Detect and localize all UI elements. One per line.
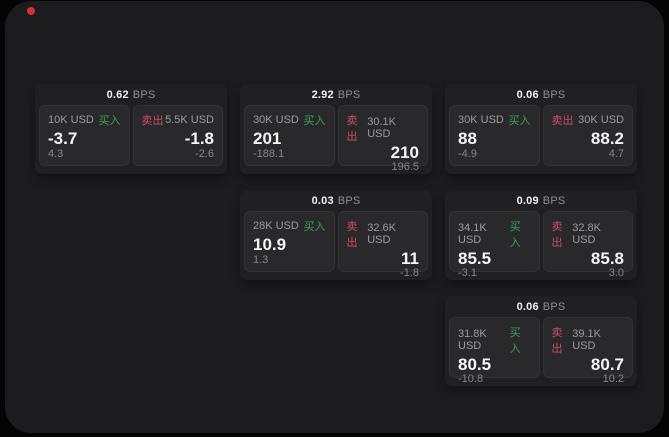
- sell-price: 11: [401, 249, 419, 268]
- buy-price: 80.5: [458, 355, 492, 374]
- buy-price: 88: [458, 128, 477, 148]
- buy-price: 201: [253, 128, 282, 148]
- sell-delta: -1.8: [400, 267, 419, 279]
- bps-unit: BPS: [542, 88, 566, 101]
- sell-delta: 10.2: [602, 373, 624, 385]
- buy-size: 31.8K USD: [458, 328, 487, 352]
- buy-button[interactable]: 买入: [509, 221, 521, 249]
- buy-panel[interactable]: 10K USD 买入 -3.7 4.3: [39, 105, 130, 166]
- buy-delta: -4.9: [458, 148, 477, 160]
- quote-card: 0.06 BPS 31.8K USD 买入 80.5 -10.8 卖出 39.1…: [445, 296, 637, 386]
- quote-panels: 30K USD 买入 201 -188.1 卖出 30.1K USD 210 1…: [240, 105, 432, 173]
- bps-unit: BPS: [542, 194, 566, 207]
- card-header: 0.06 BPS: [445, 296, 637, 317]
- bps-unit: BPS: [337, 88, 361, 101]
- bps-unit: BPS: [132, 88, 156, 101]
- buy-delta: -188.1: [253, 148, 285, 160]
- bps-value: 0.09: [516, 194, 539, 207]
- buy-button[interactable]: 买入: [508, 115, 531, 127]
- buy-panel[interactable]: 30K USD 买入 88 -4.9: [449, 105, 540, 166]
- quote-panels: 31.8K USD 买入 80.5 -10.8 卖出 39.1K USD 80.…: [445, 317, 637, 385]
- sell-delta: 196.5: [391, 161, 419, 173]
- buy-price: -3.7: [48, 128, 78, 148]
- sell-price: 80.7: [590, 355, 624, 374]
- buy-delta: -3.1: [458, 267, 477, 279]
- sell-price: 210: [390, 143, 419, 162]
- bps-unit: BPS: [542, 300, 566, 313]
- buy-price: 85.5: [458, 249, 492, 268]
- sell-panel[interactable]: 卖出 5.5K USD -1.8 -2.6: [132, 105, 223, 166]
- sell-price: -1.8: [184, 128, 214, 148]
- buy-panel[interactable]: 31.8K USD 买入 80.5 -10.8: [449, 317, 540, 385]
- buy-delta: 1.3: [253, 254, 269, 266]
- sell-panel[interactable]: 卖出 30K USD 88.2 4.7: [542, 105, 633, 166]
- recording-indicator-dot: [27, 7, 35, 15]
- sell-size: 32.6K USD: [367, 222, 396, 246]
- sell-panel[interactable]: 卖出 32.8K USD 85.8 3.0: [542, 211, 633, 279]
- quote-panels: 10K USD 买入 -3.7 4.3 卖出 5.5K USD -1.8 -2.…: [35, 105, 227, 170]
- buy-size: 10K USD: [48, 114, 94, 126]
- bps-value: 0.03: [311, 194, 334, 207]
- bps-unit: BPS: [337, 194, 361, 207]
- buy-button[interactable]: 买入: [509, 327, 521, 355]
- buy-size: 30K USD: [253, 114, 299, 126]
- buy-button[interactable]: 买入: [303, 115, 326, 127]
- buy-panel[interactable]: 28K USD 买入 10.9 1.3: [244, 211, 335, 272]
- buy-size: 28K USD: [253, 220, 299, 232]
- buy-size: 34.1K USD: [458, 222, 487, 246]
- bps-value: 2.92: [311, 88, 334, 101]
- buy-delta: -10.8: [458, 373, 484, 385]
- sell-panel[interactable]: 卖出 39.1K USD 80.7 10.2: [542, 317, 633, 385]
- buy-button[interactable]: 买入: [98, 115, 121, 127]
- sell-price: 88.2: [590, 128, 624, 148]
- buy-delta: 4.3: [48, 148, 64, 160]
- quote-panels: 28K USD 买入 10.9 1.3 卖出 32.6K USD 11 -1.8: [240, 211, 432, 279]
- buy-size: 30K USD: [458, 114, 504, 126]
- sell-panel[interactable]: 卖出 32.6K USD 11 -1.8: [337, 211, 428, 279]
- quote-panels: 34.1K USD 买入 85.5 -3.1 卖出 32.8K USD 85.8…: [445, 211, 637, 279]
- buy-price: 10.9: [253, 234, 287, 254]
- card-header: 0.03 BPS: [240, 190, 432, 211]
- quote-card: 0.09 BPS 34.1K USD 买入 85.5 -3.1 卖出 32.8K…: [445, 190, 637, 280]
- sell-button[interactable]: 卖出: [346, 221, 358, 249]
- sell-button[interactable]: 卖出: [551, 221, 563, 249]
- buy-button[interactable]: 买入: [303, 221, 326, 233]
- sell-size: 30.1K USD: [367, 116, 396, 140]
- bps-value: 0.06: [516, 300, 539, 313]
- sell-size: 5.5K USD: [165, 114, 214, 126]
- buy-panel[interactable]: 34.1K USD 买入 85.5 -3.1: [449, 211, 540, 279]
- sell-price: 85.8: [590, 249, 624, 268]
- card-header: 2.92 BPS: [240, 84, 432, 105]
- card-header: 0.09 BPS: [445, 190, 637, 211]
- buy-panel[interactable]: 30K USD 买入 201 -188.1: [244, 105, 335, 166]
- sell-delta: -2.6: [195, 148, 214, 160]
- quote-card: 2.92 BPS 30K USD 买入 201 -188.1 卖出 30.1K …: [240, 84, 432, 174]
- sell-delta: 3.0: [608, 267, 624, 279]
- card-header: 0.62 BPS: [35, 84, 227, 105]
- sell-size: 30K USD: [578, 114, 624, 126]
- sell-panel[interactable]: 卖出 30.1K USD 210 196.5: [337, 105, 428, 173]
- sell-size: 32.8K USD: [572, 222, 601, 246]
- quote-card: 0.06 BPS 30K USD 买入 88 -4.9 卖出 30K USD 8…: [445, 84, 637, 174]
- quote-card: 0.62 BPS 10K USD 买入 -3.7 4.3 卖出 5.5K USD…: [35, 84, 227, 174]
- bps-value: 0.62: [106, 88, 129, 101]
- card-header: 0.06 BPS: [445, 84, 637, 105]
- sell-button[interactable]: 卖出: [551, 115, 574, 127]
- bps-value: 0.06: [516, 88, 539, 101]
- sell-button[interactable]: 卖出: [141, 115, 164, 127]
- sell-size: 39.1K USD: [572, 328, 601, 352]
- sell-button[interactable]: 卖出: [346, 115, 358, 143]
- sell-button[interactable]: 卖出: [551, 327, 563, 355]
- quote-panels: 30K USD 买入 88 -4.9 卖出 30K USD 88.2 4.7: [445, 105, 637, 170]
- quote-card: 0.03 BPS 28K USD 买入 10.9 1.3 卖出 32.6K US…: [240, 190, 432, 280]
- sell-delta: 4.7: [608, 148, 624, 160]
